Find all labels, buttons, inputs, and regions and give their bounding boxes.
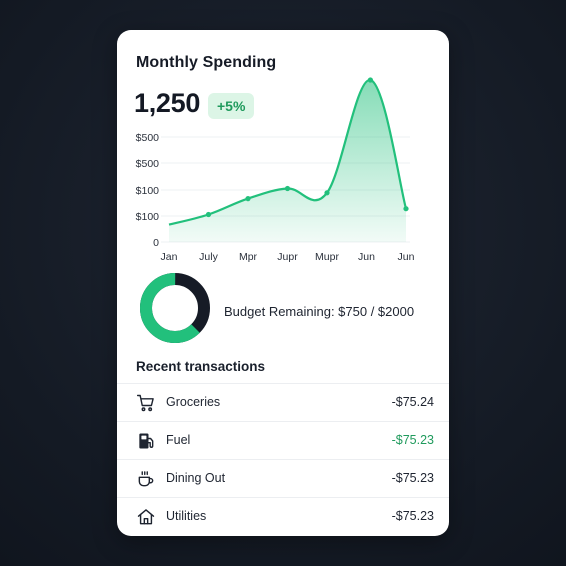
chart-data-point bbox=[324, 190, 330, 196]
x-tick-label: Jupr bbox=[277, 251, 298, 263]
budget-donut-chart bbox=[140, 273, 210, 343]
total-spending-value: 1,250 bbox=[134, 88, 201, 118]
recent-transactions-title: Recent transactions bbox=[136, 359, 266, 374]
donut-spent-arc bbox=[140, 273, 210, 343]
transaction-name: Fuel bbox=[166, 433, 191, 447]
transaction-list: Groceries -$75.24 Fuel -$75.23 Dining Ou… bbox=[117, 383, 449, 535]
spending-card: Monthly Spending 1,250 +5% 0 $100 $100 $500… bbox=[117, 30, 449, 536]
transaction-row-fuel[interactable]: Fuel -$75.23 bbox=[117, 421, 449, 459]
transaction-row-dining-out[interactable]: Dining Out -$75.23 bbox=[117, 459, 449, 497]
fuel-pump-icon bbox=[139, 433, 154, 449]
change-badge: +5% bbox=[208, 93, 255, 119]
x-tick-label: Jun bbox=[358, 251, 375, 263]
y-tick-label: 0 bbox=[153, 237, 159, 249]
chart-series-line bbox=[168, 78, 408, 226]
coffee-cup-icon bbox=[138, 471, 154, 487]
x-tick-label: Jun bbox=[398, 251, 415, 263]
chart-area-fill bbox=[169, 79, 406, 242]
chart-data-point bbox=[367, 77, 373, 83]
transaction-name: Dining Out bbox=[166, 471, 226, 485]
chart-data-point bbox=[205, 211, 212, 218]
transaction-name: Utilities bbox=[166, 509, 207, 523]
y-tick-label: $100 bbox=[136, 185, 160, 197]
x-tick-label: Jan bbox=[161, 251, 178, 263]
chart-data-point bbox=[403, 206, 409, 212]
transaction-amount: -$75.24 bbox=[391, 395, 434, 409]
y-tick-label: $500 bbox=[136, 158, 160, 170]
home-icon bbox=[137, 509, 155, 525]
budget-remaining-label: Budget Remaining: $750 / $2000 bbox=[224, 304, 415, 319]
spending-area-chart: 0 $100 $100 $500 $500 Jan July Mpr Jupr Mupr Jun J… bbox=[136, 77, 415, 263]
transaction-amount: -$75.23 bbox=[391, 509, 434, 523]
transaction-name: Groceries bbox=[166, 395, 221, 409]
x-tick-label: July bbox=[199, 251, 218, 263]
transaction-amount: -$75.23 bbox=[391, 471, 434, 485]
chart-data-point bbox=[245, 196, 251, 202]
shopping-cart-icon bbox=[136, 394, 154, 412]
chart-data-point bbox=[284, 185, 291, 192]
y-tick-label: $100 bbox=[136, 211, 160, 223]
x-tick-label: Mupr bbox=[315, 251, 339, 263]
card-title: Monthly Spending bbox=[136, 54, 277, 71]
transaction-row-groceries[interactable]: Groceries -$75.24 bbox=[117, 383, 449, 421]
x-tick-label: Mpr bbox=[239, 251, 258, 263]
transaction-amount: -$75.23 bbox=[391, 433, 434, 447]
y-tick-label: $500 bbox=[136, 132, 160, 144]
transaction-row-utilities[interactable]: Utilities -$75.23 bbox=[117, 497, 449, 535]
